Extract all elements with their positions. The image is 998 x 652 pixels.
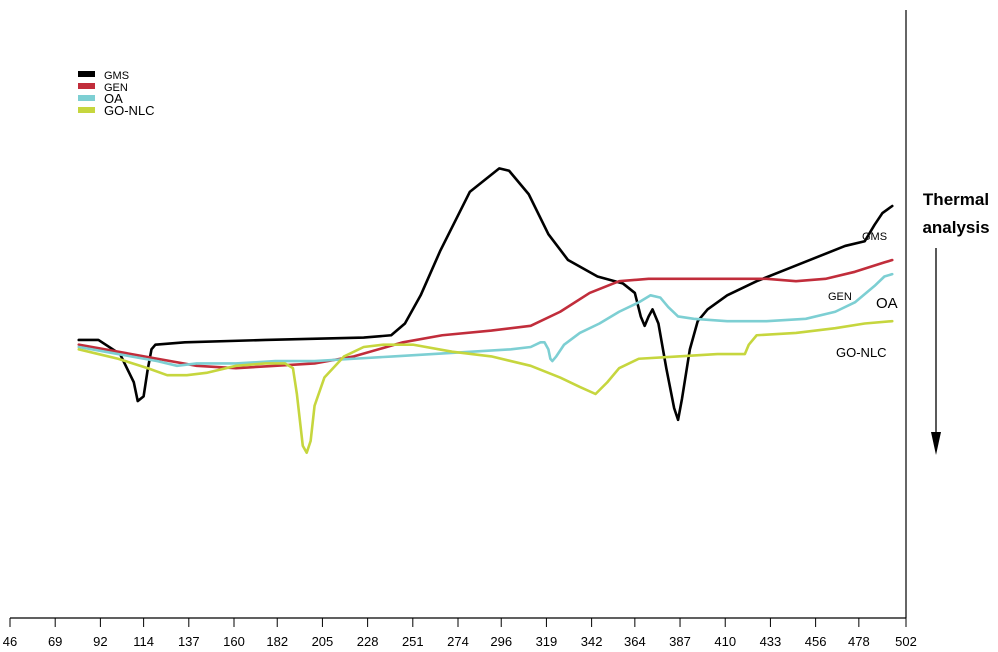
- x-tick-label: 319: [536, 634, 558, 649]
- legend-swatch-oa: [78, 95, 95, 101]
- axis-layer: 46 69 92 114 137 160 182 205 228 251 274 296 319 342 3…: [3, 10, 917, 649]
- legend-label: GEN: [104, 82, 128, 94]
- x-tick-label: 456: [805, 634, 827, 649]
- legend-label: GO-NLC: [104, 103, 155, 118]
- x-tick-label: 433: [760, 634, 782, 649]
- legend-label: OA: [104, 91, 123, 106]
- legend-swatch-gen: [78, 83, 95, 89]
- x-tick-label: 274: [447, 634, 469, 649]
- x-tick-label: 502: [895, 634, 917, 649]
- x-tick-label: 69: [48, 634, 62, 649]
- series-end-label: GMS: [862, 231, 887, 243]
- x-tick-label: 228: [357, 634, 379, 649]
- x-tick-label: 92: [93, 634, 107, 649]
- x-tick-label: 387: [669, 634, 691, 649]
- side-annotation-label: analysis: [922, 218, 989, 237]
- series-end-label: OA: [876, 295, 898, 312]
- series-end-label: GEN: [828, 291, 852, 303]
- x-tick-label: 46: [3, 634, 17, 649]
- x-tick-label: 410: [714, 634, 736, 649]
- series-line-gms: [77, 167, 894, 422]
- x-tick-label: 160: [223, 634, 245, 649]
- x-tick-label: 137: [178, 634, 200, 649]
- side-annotation-label: Thermal: [923, 190, 989, 209]
- legend-swatch-go-nlc: [78, 107, 95, 113]
- x-tick-label: 478: [848, 634, 870, 649]
- x-tick-label: 205: [312, 634, 334, 649]
- annotation-layer: GMS GEN OA GO-NLC Thermal analysis: [828, 190, 990, 455]
- x-tick-label: 364: [624, 634, 646, 649]
- x-tick-label: 251: [402, 634, 424, 649]
- series-line-go-nlc: [77, 319, 894, 455]
- x-tick-label: 342: [581, 634, 603, 649]
- down-arrow-head: [931, 432, 941, 455]
- series-line-oa: [77, 272, 894, 368]
- x-tick-label: 182: [266, 634, 288, 649]
- legend-label: GMS: [104, 70, 129, 82]
- series-layer: [77, 167, 894, 455]
- x-tick-label: 296: [490, 634, 512, 649]
- series-end-label: GO-NLC: [836, 345, 887, 360]
- legend-swatch-gms: [78, 71, 95, 77]
- x-tick-label: 114: [133, 634, 154, 649]
